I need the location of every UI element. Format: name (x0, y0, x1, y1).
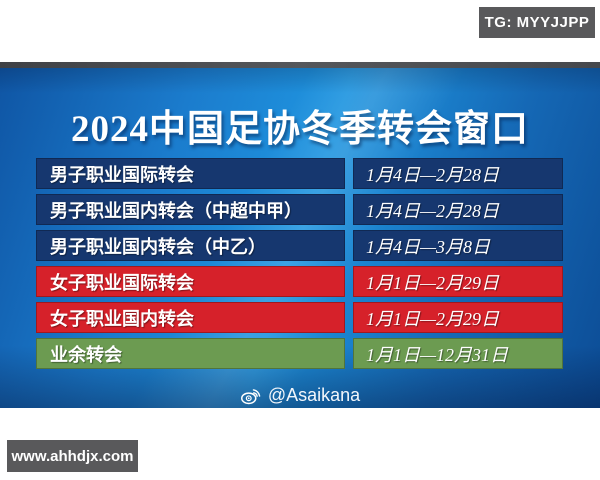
row-dates: 1月1日—2月29日 (353, 302, 563, 333)
website-badge: www.ahhdjx.com (7, 440, 138, 472)
table-row: 男子职业国内转会（中乙） 1月4日—3月8日 (36, 230, 563, 261)
row-dates: 1月1日—2月29日 (353, 266, 563, 297)
poster-title: 2024中国足协冬季转会窗口 (71, 109, 529, 150)
poster-top-edge (0, 62, 600, 68)
row-label: 女子职业国内转会 (36, 302, 345, 333)
row-label: 男子职业国内转会（中乙） (36, 230, 345, 261)
table-row: 男子职业国内转会（中超中甲） 1月4日—2月28日 (36, 194, 563, 225)
row-label: 男子职业国际转会 (36, 158, 345, 189)
table-row: 男子职业国际转会 1月4日—2月28日 (36, 158, 563, 189)
transfer-window-poster: 2024中国足协冬季转会窗口 男子职业国际转会 1月4日—2月28日 男子职业国… (0, 62, 600, 408)
row-dates: 1月4日—3月8日 (353, 230, 563, 261)
row-dates: 1月1日—12月31日 (353, 338, 563, 369)
weibo-icon (240, 385, 261, 406)
table-row: 女子职业国际转会 1月1日—2月29日 (36, 266, 563, 297)
row-label: 女子职业国际转会 (36, 266, 345, 297)
row-label: 业余转会 (36, 338, 345, 369)
row-dates: 1月4日—2月28日 (353, 158, 563, 189)
telegram-badge: TG: MYYJJPP (479, 7, 595, 38)
transfer-table: 男子职业国际转会 1月4日—2月28日 男子职业国内转会（中超中甲） 1月4日—… (36, 158, 563, 374)
watermark: @Asaikana (0, 382, 600, 408)
row-dates: 1月4日—2月28日 (353, 194, 563, 225)
watermark-handle: @Asaikana (267, 384, 361, 405)
row-label: 男子职业国内转会（中超中甲） (36, 194, 345, 225)
table-row: 业余转会 1月1日—12月31日 (36, 338, 563, 369)
table-row: 女子职业国内转会 1月1日—2月29日 (36, 302, 563, 333)
